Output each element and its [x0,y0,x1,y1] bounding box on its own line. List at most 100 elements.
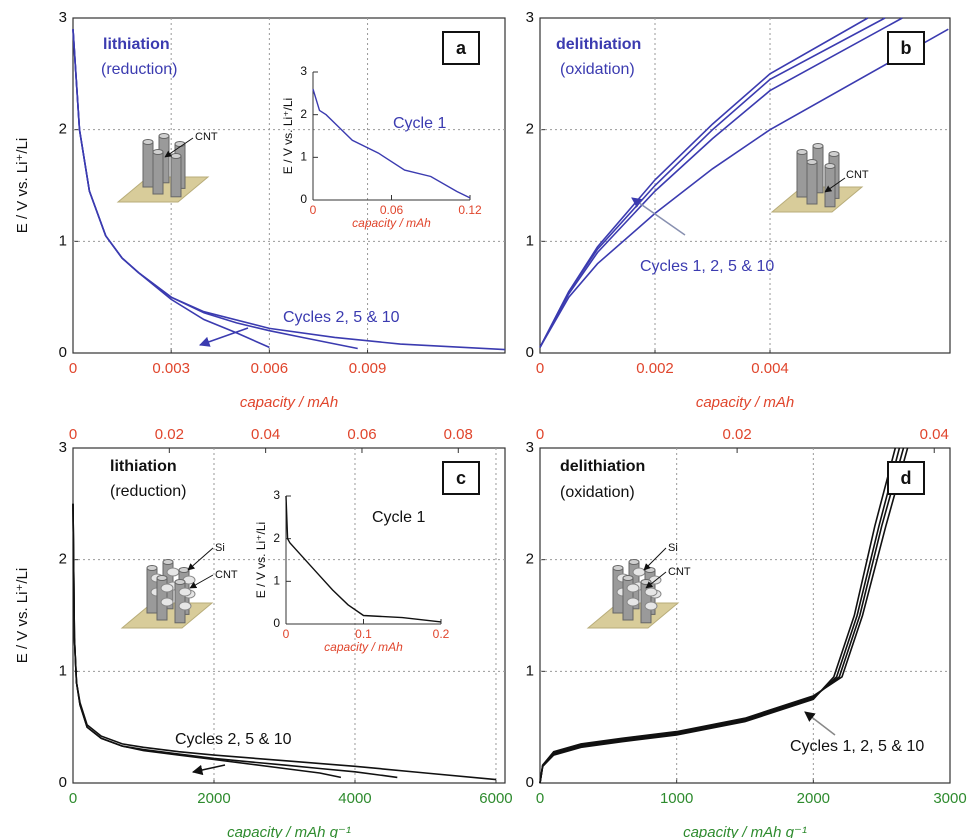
x-tick-label: 0.003 [152,360,190,377]
nanotube-top [640,579,652,585]
pointer [824,177,846,193]
x2-tick-label: 0.02 [723,426,752,443]
plot-frame [72,17,506,354]
plot-frame [539,447,951,784]
x-axis-label: capacity / mAh [352,216,431,230]
y-axis-label: E / V vs. Li⁺/Li [14,568,31,663]
x-tick-label: 2000 [197,790,230,807]
annotation: CNT [215,569,238,581]
plot-frame [539,17,951,354]
x2-tick-label: 0 [69,426,77,443]
nanotube-top [170,153,182,159]
y-tick-label: 1 [300,150,307,164]
nanotube-top [812,143,824,149]
x-tick-label: 3000 [933,790,966,807]
electrode-illustration [116,133,210,203]
annotation: CNT [195,131,218,143]
data-line [312,88,471,199]
inset-annotation: Cycle 1 [372,509,425,526]
cycle-arrow [804,711,836,736]
y-axis-label: E / V vs. Li⁺/Li [281,98,295,174]
panel-label: b [901,38,912,58]
y-axis-label: E / V vs. Li⁺/Li [254,522,268,598]
annotation: Si [215,542,225,554]
y-tick-label: 1 [59,232,67,249]
cycle-arrow [191,764,226,776]
panel-label-box [887,461,925,495]
y-tick-label: 0 [300,192,307,206]
nanotube [170,155,182,198]
y-tick-label: 0 [526,344,534,361]
nanotube-top [142,139,154,145]
si-particle [644,587,658,597]
annotation: delithiation [560,458,645,475]
electrode-illustration [120,559,214,629]
annotation: Cycles 2, 5 & 10 [283,309,400,326]
nanotube-top [162,559,174,565]
panel-label: a [456,38,467,58]
x-tick-label: 0.002 [636,360,674,377]
nanotube-top [644,567,656,573]
nanotube-top [622,575,634,581]
nanotube-top [824,163,836,169]
data-line [539,17,886,348]
data-line [539,17,903,348]
annotation: Cycles 1, 2, 5 & 10 [790,738,924,755]
annotation: CNT [668,566,691,578]
panel-label-box [442,31,480,65]
x-tick-label: 0.004 [751,360,789,377]
nanotube-top [158,133,170,139]
x-tick-label: 4000 [338,790,371,807]
y-axis-label: E / V vs. Li⁺/Li [14,138,31,233]
y-tick-label: 1 [59,662,67,679]
y-tick-label: 0 [59,344,67,361]
x-axis-label: capacity / mAh g⁻¹ [227,824,351,838]
y-tick-label: 0 [59,774,67,791]
nanotube-top [628,559,640,565]
annotation: (reduction) [110,483,186,500]
nanotube-top [828,151,840,157]
y-tick-label: 3 [59,439,67,456]
nanotube-top [612,565,624,571]
x-tick-label: 0 [69,790,77,807]
cycle-arrow [199,327,249,347]
x-tick-label: 0.1 [355,627,372,641]
data-line [72,503,497,781]
x-tick-label: 0 [536,360,544,377]
annotation: Si [668,542,678,554]
plot-frame [72,447,506,784]
si-particle [178,601,192,611]
si-particle [626,597,640,607]
x-tick-label: 0.006 [251,360,289,377]
nanotube-top [146,565,158,571]
si-particle [632,567,646,577]
y-tick-label: 2 [526,551,534,568]
y-tick-label: 2 [300,107,307,121]
x-axis-label: capacity / mAh g⁻¹ [683,824,807,838]
nanotube [796,151,808,198]
annotation: (oxidation) [560,61,635,78]
annotation: (oxidation) [560,484,635,501]
x-axis-label: capacity / mAh [324,640,403,654]
x-tick-label: 0 [283,627,290,641]
y-tick-label: 3 [59,9,67,26]
x-tick-label: 0.009 [349,360,387,377]
nanotube-top [796,149,808,155]
pointer [189,574,214,589]
y-tick-label: 2 [526,121,534,138]
x-tick-label: 1000 [660,790,693,807]
annotation: Cycles 2, 5 & 10 [175,731,292,748]
panel-label: c [456,468,466,488]
y-tick-label: 0 [273,616,280,630]
annotation: lithiation [103,36,170,53]
x2-tick-label: 0.08 [444,426,473,443]
y-tick-label: 3 [273,488,280,502]
panel-label-box [887,31,925,65]
annotation: Cycles 1, 2, 5 & 10 [640,258,774,275]
y-tick-label: 2 [59,121,67,138]
x-tick-label: 2000 [797,790,830,807]
annotation: delithiation [556,36,641,53]
annotation: CNT [846,169,869,181]
x-tick-label: 0 [310,203,317,217]
